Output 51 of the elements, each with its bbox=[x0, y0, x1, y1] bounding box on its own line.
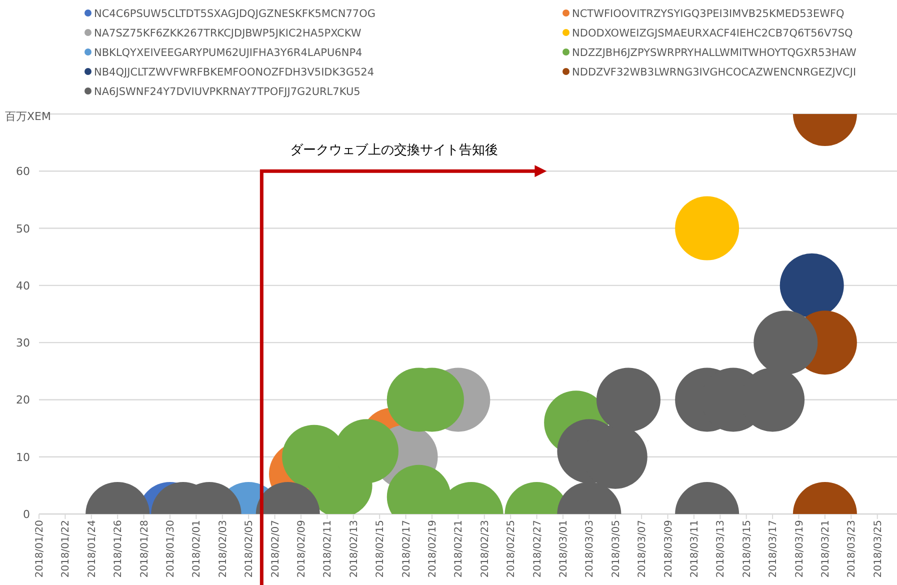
x-tick-label: 2018/03/05 bbox=[610, 520, 622, 578]
x-tick-label: 2018/02/15 bbox=[375, 520, 386, 578]
y-axis-title: 百万XEM bbox=[5, 110, 51, 123]
y-tick-label: 20 bbox=[16, 394, 30, 407]
x-tick-label: 2018/03/19 bbox=[794, 520, 806, 578]
x-tick-label: 2018/01/28 bbox=[139, 520, 150, 578]
x-tick-label: 2018/03/21 bbox=[820, 520, 832, 578]
x-tick-label: 2018/03/01 bbox=[558, 520, 570, 578]
x-tick-label: 2018/03/15 bbox=[742, 520, 753, 578]
x-tick-label: 2018/03/03 bbox=[584, 520, 596, 578]
legend-label: NBKLQYXEIVEEGARYPUM62UJIFHA3Y6R4LAPU6NP4 bbox=[94, 47, 363, 59]
x-tick-label: 2018/02/27 bbox=[532, 520, 544, 578]
x-tick-label: 2018/02/07 bbox=[270, 520, 282, 578]
legend-label: NA7SZ75KF6ZKK267TRKCJDJBWP5JKIC2HA5PXCKW bbox=[94, 28, 362, 40]
x-tick-label: 2018/02/19 bbox=[427, 520, 438, 578]
ref-line-label: ダークウェブ上の交換サイト告知後 bbox=[290, 142, 498, 158]
y-tick-label: 50 bbox=[16, 222, 30, 236]
x-tick-label: 2018/02/11 bbox=[322, 520, 334, 578]
legend-label: NDODXOWEIZGJSMAEURXACF4IEHC2CB7Q6T56V7SQ bbox=[572, 28, 853, 40]
x-tick-label: 2018/02/25 bbox=[506, 520, 518, 578]
x-tick-label: 2018/03/17 bbox=[768, 520, 780, 578]
x-tick-label: 2018/01/20 bbox=[34, 520, 46, 578]
x-tick-label: 2018/01/22 bbox=[60, 520, 72, 578]
x-tick-label: 2018/02/23 bbox=[480, 520, 491, 578]
x-tick-label: 2018/02/03 bbox=[218, 520, 229, 578]
x-tick-label: 2018/02/09 bbox=[296, 520, 308, 578]
legend-label: NC4C6PSUW5CLTDT5SXAGJDQJGZNESKFK5MCN77OG bbox=[94, 8, 376, 20]
x-tick-label: 2018/02/17 bbox=[401, 520, 412, 578]
legend-label: NDZZJBH6JZPYSWRPRYHALLWMITWHOYTQGXR53HAW bbox=[572, 47, 858, 59]
x-tick-label: 2018/01/26 bbox=[113, 520, 124, 578]
x-tick-label: 2018/01/24 bbox=[86, 520, 98, 578]
x-tick-label: 2018/02/05 bbox=[244, 520, 256, 578]
x-tick-label: 2018/03/07 bbox=[637, 520, 648, 578]
x-tick-label: 2018/03/09 bbox=[663, 520, 674, 578]
legend-label: NA6JSWNF24Y7DVIUVPKRNAY7TPOFJJ7G2URL7KU5 bbox=[94, 86, 360, 98]
y-tick-label: 0 bbox=[23, 508, 30, 521]
x-tick-label: 2018/03/25 bbox=[872, 520, 884, 578]
x-tick-label: 2018/02/21 bbox=[454, 520, 465, 578]
x-tick-label: 2018/03/23 bbox=[846, 520, 858, 578]
legend-label: NCTWFIOOVITRZYSYIGQ3PEI3IMVB25KMED53EWFQ bbox=[572, 8, 844, 20]
x-tick-label: 2018/02/13 bbox=[348, 520, 360, 578]
y-tick-label: 30 bbox=[16, 336, 30, 350]
legend-label: NDDZVF32WB3LWRNG3IVGHCOCAZWENCNRGEZJVCJI bbox=[572, 66, 856, 78]
y-tick-label: 60 bbox=[16, 165, 30, 178]
x-tick-label: 2018/02/01 bbox=[192, 520, 203, 578]
legend-label: NB4QJJCLTZWVFWRFBKEMFOONOZFDH3V5IDK3G524 bbox=[94, 66, 374, 78]
y-tick-label: 10 bbox=[16, 450, 30, 464]
x-tick-label: 2018/01/30 bbox=[165, 520, 176, 578]
x-tick-label: 2018/03/11 bbox=[689, 520, 700, 578]
y-tick-label: 40 bbox=[16, 279, 30, 292]
x-tick-label: 2018/03/13 bbox=[716, 520, 727, 578]
